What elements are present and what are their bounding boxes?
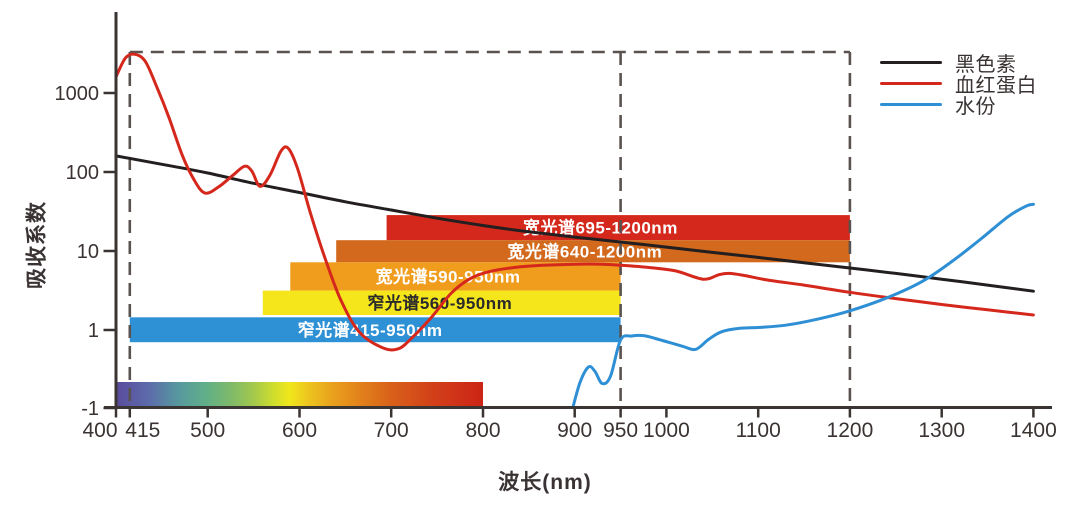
x-tick-label: 600 [282, 419, 317, 442]
y-axis-title: 吸收系数 [25, 201, 49, 289]
spectrum-band-label-1: 宽光谱640-1200nm [507, 241, 662, 261]
spectrum-band-4 [129, 317, 621, 343]
spectrum-band-0 [386, 215, 850, 241]
hemoglobin-line-swatch [880, 82, 942, 85]
x-tick-label: 950 [603, 419, 638, 442]
x-tick-label: 900 [557, 419, 592, 442]
x-tick-label: 500 [190, 419, 225, 442]
x-tick-label: 700 [374, 419, 409, 442]
legend-item-water: 水份 [880, 94, 1037, 118]
x-tick-label: 400 [82, 419, 117, 442]
legend: 黑色素 血红蛋白 水份 [880, 52, 1037, 118]
y-tick-label: 10 [77, 241, 99, 263]
x-tick-label: 1400 [1010, 419, 1057, 442]
x-tick-label: 1100 [736, 419, 781, 442]
y-tick-label: 1 [88, 320, 99, 342]
x-tick-label: 1300 [918, 419, 965, 442]
melanin-line-swatch [880, 61, 942, 64]
legend-item-hemoglobin: 血红蛋白 [880, 73, 1037, 97]
spectrum-band-2 [290, 262, 621, 291]
spectrum-band-label-3: 窄光谱560-950nm [367, 293, 512, 313]
y-tick-label: -1 [81, 398, 99, 420]
water-line-swatch [880, 103, 942, 106]
hemoglobin-curve [114, 52, 1035, 352]
visible-spectrum-gradient-bar [117, 382, 483, 406]
spectrum-band-label-4: 窄光谱415-950nm [298, 320, 443, 340]
x-tick-label: 800 [465, 419, 500, 442]
spectrum-band-label-0: 宽光谱695-1200nm [523, 218, 678, 238]
water-curve [571, 202, 1035, 409]
legend-label-melanin: 黑色素 [955, 54, 1017, 76]
x-tick-label: 415 [125, 419, 160, 442]
y-tick-label: 100 [66, 162, 99, 184]
x-tick-label: 1000 [643, 419, 690, 442]
melanin-curve [114, 154, 1035, 293]
legend-item-melanin: 黑色素 [880, 52, 1037, 76]
spectrum-band-1 [336, 240, 850, 263]
legend-label-hemoglobin: 血红蛋白 [955, 75, 1037, 97]
x-tick-label: 1200 [827, 419, 874, 442]
legend-label-water: 水份 [955, 96, 996, 118]
x-axis-title: 波长(nm) [498, 471, 592, 494]
y-tick-label: 1000 [55, 83, 100, 105]
spectrum-band-label-2: 宽光谱590-950nm [376, 267, 521, 287]
